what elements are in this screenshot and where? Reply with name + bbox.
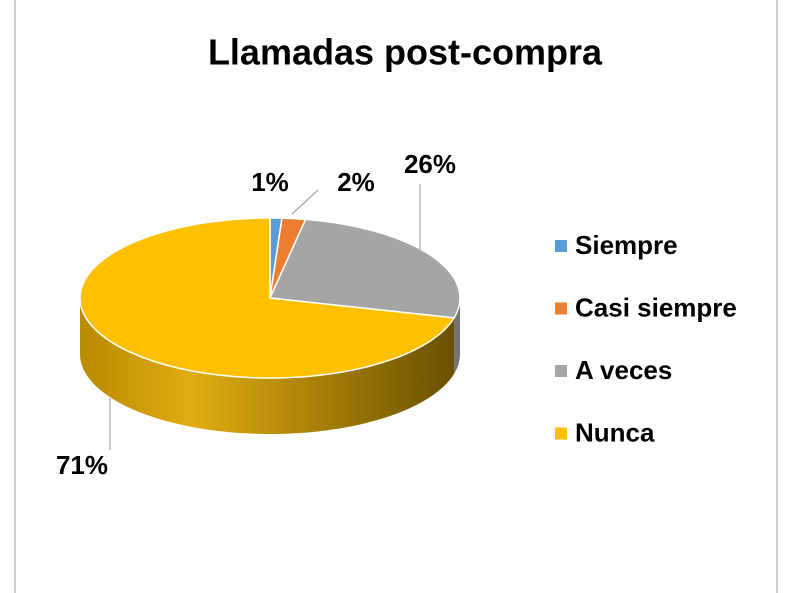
slice-side xyxy=(454,298,460,374)
data-label: 26% xyxy=(404,149,456,179)
legend-label: Nunca xyxy=(575,417,655,447)
legend-swatch xyxy=(555,240,567,252)
chart-title: Llamadas post-compra xyxy=(208,32,603,73)
legend-label: Casi siempre xyxy=(575,292,737,322)
legend-label: A veces xyxy=(575,355,672,385)
slice xyxy=(79,217,456,379)
data-label: 1% xyxy=(251,167,289,197)
legend-label: Siempre xyxy=(575,230,678,260)
data-label: 2% xyxy=(337,167,375,197)
data-label: 71% xyxy=(56,450,108,480)
slice-side xyxy=(80,298,455,434)
legend-swatch xyxy=(555,427,567,440)
slice xyxy=(268,218,461,319)
leader-line xyxy=(291,189,319,215)
legend-swatch xyxy=(555,302,567,315)
legend-swatch xyxy=(555,365,567,377)
